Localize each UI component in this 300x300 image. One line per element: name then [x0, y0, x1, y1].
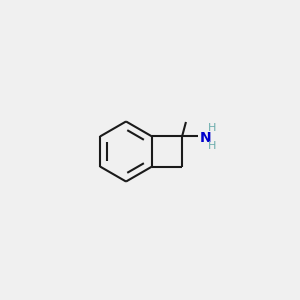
- Text: H: H: [208, 141, 217, 151]
- Text: H: H: [208, 123, 217, 134]
- Text: N: N: [200, 130, 211, 145]
